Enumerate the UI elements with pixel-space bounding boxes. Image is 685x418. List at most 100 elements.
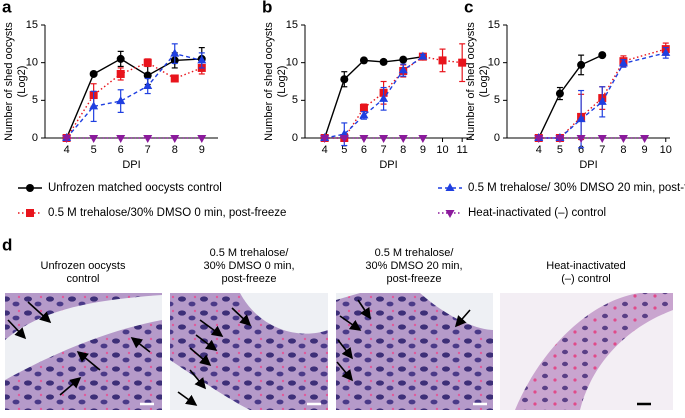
point: [555, 135, 565, 143]
panel-label: c: [464, 0, 473, 16]
point: [116, 54, 125, 63]
series-line: [538, 52, 666, 139]
legend-marker: [26, 184, 34, 192]
x-tick-label: 11: [456, 144, 467, 156]
x-tick-label: 4: [536, 144, 542, 156]
caption: post-freeze: [221, 273, 276, 285]
x-tick-label: 9: [420, 144, 426, 156]
y-axis-label-line: (Log2): [16, 66, 28, 98]
point: [597, 135, 607, 143]
caption: control: [66, 273, 99, 285]
point: [398, 135, 408, 143]
arrows: [7, 299, 471, 406]
point: [320, 135, 330, 143]
x-tick-label: 6: [118, 144, 124, 156]
x-tick-label: 6: [361, 144, 367, 156]
point: [170, 135, 180, 143]
point: [340, 75, 349, 84]
x-tick-label: 7: [145, 144, 151, 156]
point: [89, 101, 99, 110]
x-tick-label: 5: [91, 144, 97, 156]
caption: 0.5 M trehalose/: [210, 247, 290, 259]
point: [379, 135, 389, 143]
legend-marker: [445, 183, 455, 191]
y-axis-label-line: Number of shed oocysts: [3, 22, 15, 141]
y-tick-label: 10: [26, 57, 38, 69]
point: [458, 58, 467, 67]
x-tick-label: 9: [199, 144, 205, 156]
x-axis-label: DPI: [379, 159, 397, 171]
point: [359, 103, 368, 112]
y-tick-label: 10: [286, 57, 298, 69]
lumen: [170, 293, 328, 410]
x-axis-label: DPI: [579, 159, 597, 171]
point: [618, 58, 628, 67]
x-tick-label: 7: [599, 144, 605, 156]
panel-label: a: [2, 0, 12, 16]
x-tick-label: 8: [620, 144, 626, 156]
point: [359, 135, 369, 143]
series-line: [66, 52, 202, 139]
point: [597, 96, 607, 105]
series-line: [323, 55, 423, 139]
y-tick-label: 0: [494, 132, 500, 144]
point: [62, 135, 72, 143]
x-tick-label: 5: [557, 144, 563, 156]
x-tick-label: 4: [322, 144, 328, 156]
y-axis-label-line: Number of shed oocysts: [263, 22, 275, 141]
point: [534, 135, 544, 143]
legend-marker: [26, 209, 34, 217]
point: [576, 114, 586, 123]
point: [661, 47, 671, 56]
point: [359, 110, 369, 119]
legend-label: 0.5 M trehalose/ 30% DMSO 20 min, post-f…: [468, 182, 685, 194]
point: [89, 135, 99, 143]
point: [576, 135, 586, 143]
point: [359, 56, 368, 65]
y-axis-label-line: (Log2): [478, 66, 490, 98]
point: [89, 69, 98, 78]
point: [116, 96, 126, 105]
x-tick-label: 10: [660, 144, 672, 156]
point: [143, 135, 153, 143]
point: [418, 51, 428, 60]
x-axis-label: DPI: [122, 159, 140, 171]
y-tick-label: 10: [488, 57, 500, 69]
y-axis-label: Number of shed oocysts(Log2): [3, 22, 28, 141]
point: [197, 135, 207, 143]
point: [143, 81, 153, 90]
point: [399, 55, 408, 64]
legend-label: 0.5 M trehalose/30% DMSO 0 min, post-fre…: [48, 207, 286, 219]
y-axis-label-line: (Log2): [276, 66, 288, 98]
x-tick-label: 9: [642, 144, 648, 156]
point: [577, 60, 586, 69]
x-tick-label: 10: [436, 144, 448, 156]
point: [418, 135, 428, 143]
x-tick-label: 7: [381, 144, 387, 156]
point: [398, 65, 408, 74]
lumen: [336, 293, 493, 330]
y-tick-label: 5: [292, 94, 298, 106]
y-tick-label: 0: [32, 132, 38, 144]
y-tick-label: 15: [286, 19, 298, 31]
x-tick-label: 8: [400, 144, 406, 156]
y-tick-label: 5: [32, 94, 38, 106]
caption: 0.5 M trehalose/: [375, 247, 455, 259]
point: [170, 48, 180, 57]
caption: Heat-inactivated: [546, 260, 626, 272]
point: [170, 74, 179, 83]
caption: post-freeze: [386, 273, 441, 285]
point: [197, 55, 207, 64]
x-tick-label: 8: [172, 144, 178, 156]
x-tick-label: 6: [578, 144, 584, 156]
y-axis-label: Number of shed oocysts(Log2): [465, 22, 490, 141]
legend-marker: [445, 210, 455, 218]
panel-label: d: [2, 235, 12, 254]
point: [116, 69, 125, 78]
y-axis-label-line: Number of shed oocysts: [465, 22, 477, 141]
panel-label: b: [262, 0, 272, 16]
y-tick-label: 5: [494, 94, 500, 106]
series-line: [66, 61, 203, 139]
series-line: [324, 55, 463, 139]
